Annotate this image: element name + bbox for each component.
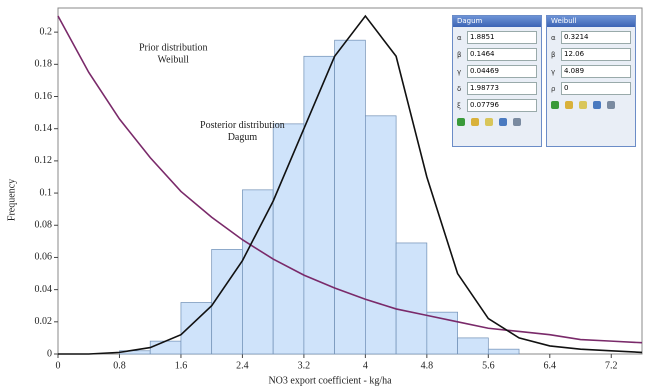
x-tick-label: 0.8 (113, 360, 126, 371)
histogram-bar (335, 40, 366, 354)
histogram-bar (304, 56, 335, 354)
toolbar-button[interactable] (471, 118, 479, 126)
x-axis-label: NO3 export coefficient - kg/ha (268, 375, 392, 386)
parameter-value: 4.089 (561, 65, 631, 78)
x-tick-label: 2.4 (236, 360, 249, 371)
histogram-bar (150, 341, 181, 354)
toolbar-button[interactable] (593, 101, 601, 109)
x-tick-label: 3.2 (298, 360, 311, 371)
parameter-value: 1.8851 (467, 31, 537, 44)
parameter-value: 1.98773 (467, 82, 537, 95)
y-tick-label: 0.06 (35, 252, 53, 263)
y-tick-label: 0.1 (40, 187, 53, 198)
toolbar-button[interactable] (457, 118, 465, 126)
parameter-symbol: α (457, 34, 467, 42)
annotation: Prior distribution (139, 43, 208, 54)
panel-title: Weibull (547, 16, 635, 27)
y-tick-label: 0.04 (35, 284, 53, 295)
y-tick-label: 0.12 (35, 155, 53, 166)
annotation: Dagum (228, 132, 258, 143)
panel-title: Dagum (453, 16, 541, 27)
toolbar-button[interactable] (551, 101, 559, 109)
x-tick-label: 6.4 (544, 360, 557, 371)
toolbar-button[interactable] (565, 101, 573, 109)
parameter-value: 0.07796 (467, 99, 537, 112)
parameter-symbol: δ (457, 85, 467, 93)
x-tick-label: 1.6 (175, 360, 188, 371)
annotation: Weibull (158, 55, 190, 66)
x-tick-label: 0 (56, 360, 61, 371)
x-tick-label: 4.8 (421, 360, 434, 371)
histogram-bar (488, 349, 519, 354)
parameter-symbol: α (551, 34, 561, 42)
y-tick-label: 0.02 (35, 316, 53, 327)
parameter-symbol: γ (457, 68, 467, 76)
y-tick-label: 0.14 (35, 123, 53, 134)
histogram-bar (365, 116, 396, 354)
parameter-value: 0.1464 (467, 48, 537, 61)
toolbar-button[interactable] (579, 101, 587, 109)
y-axis-label: Frequency (6, 179, 17, 221)
histogram-bar (273, 124, 304, 354)
y-tick-label: 0.18 (35, 59, 53, 70)
parameter-symbol: ρ (551, 85, 561, 93)
toolbar-button[interactable] (607, 101, 615, 109)
histogram-bar (396, 243, 427, 354)
toolbar-button[interactable] (485, 118, 493, 126)
histogram-bar (242, 190, 273, 354)
y-tick-label: 0.16 (35, 91, 53, 102)
y-tick-label: 0.08 (35, 220, 53, 231)
y-tick-label: 0.2 (40, 26, 53, 37)
y-tick-label: 0 (47, 348, 52, 359)
x-tick-label: 5.6 (482, 360, 495, 371)
parameter-value: 0 (561, 82, 631, 95)
parameter-symbol: β (457, 51, 467, 59)
parameter-value: 0.3214 (561, 31, 631, 44)
parameter-symbol: β (551, 51, 561, 59)
histogram-bar (458, 338, 489, 354)
parameter-value: 0.04469 (467, 65, 537, 78)
parameter-value: 12.06 (561, 48, 631, 61)
parameter-symbol: γ (551, 68, 561, 76)
annotation: Posterior distribution (200, 120, 285, 131)
parameter-symbol: ξ (457, 102, 467, 110)
x-tick-label: 4 (363, 360, 368, 371)
histogram-bar (212, 249, 243, 354)
toolbar-button[interactable] (499, 118, 507, 126)
toolbar-button[interactable] (513, 118, 521, 126)
panel-toolbar (457, 118, 537, 126)
page: {"chart_data": {"type": "histogram", "xl… (0, 0, 645, 386)
panel-toolbar (551, 101, 631, 109)
x-tick-label: 7.2 (605, 360, 618, 371)
